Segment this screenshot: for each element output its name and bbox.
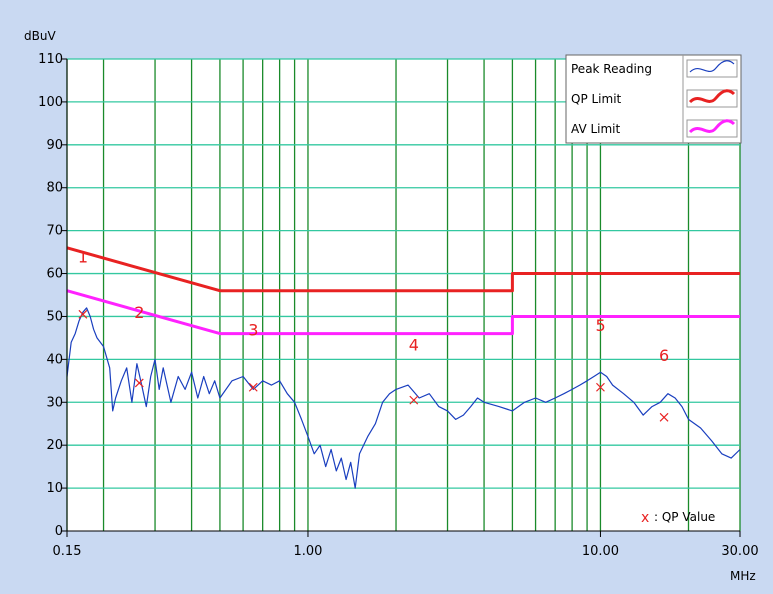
qp-marker-text: : QP Value <box>654 510 715 524</box>
qp-value-marker <box>248 382 258 392</box>
qp-markers: 1 2 3 4 5 6 <box>78 247 669 422</box>
qp-value-marker <box>596 382 605 392</box>
legend-label: Peak Reading <box>571 62 652 76</box>
y-tick-label: 10 <box>46 481 63 496</box>
legend: Peak Reading QP Limit AV Limit <box>565 54 742 144</box>
axes: 0 10 20 30 40 50 60 70 80 90 100 110 0.15 1.00 10.00 30… <box>38 52 758 559</box>
legend-label: QP Limit <box>571 92 622 106</box>
qp-marker-label: 5 <box>595 316 605 335</box>
qp-marker-label: 2 <box>134 303 144 322</box>
y-tick-label: 110 <box>38 52 63 67</box>
qp-value-marker <box>78 309 88 319</box>
legend-label: AV Limit <box>571 122 621 136</box>
y-tick-label: 20 <box>46 438 63 453</box>
qp-marker-label: 1 <box>78 247 88 266</box>
vertical-gridlines <box>66 59 741 531</box>
qp-limit-line <box>66 246 740 293</box>
legend-swatch-line <box>688 89 736 104</box>
qp-value-marker <box>659 412 669 422</box>
qp-marker-label: 4 <box>409 335 419 354</box>
qp-marker-label: 3 <box>248 320 258 339</box>
legend-swatch-box <box>686 59 738 78</box>
y-tick-label: 30 <box>46 395 63 410</box>
x-tick-label: 30.00 <box>721 544 758 559</box>
legend-swatch-line <box>689 60 735 73</box>
qp-value-note: x : QP Value <box>641 510 715 526</box>
qp-marker-symbol: x <box>641 510 649 526</box>
y-tick-label: 90 <box>46 138 63 153</box>
y-tick-label: 60 <box>46 267 63 282</box>
y-tick-label: 40 <box>46 352 63 367</box>
peak-reading-line <box>66 307 741 489</box>
y-tick-label: 50 <box>46 309 63 324</box>
y-tick-label: 100 <box>38 95 63 110</box>
av-limit-line <box>66 289 740 336</box>
legend-swatch-box <box>686 89 738 108</box>
y-tick-label: 0 <box>55 524 63 539</box>
series-layer <box>66 246 741 489</box>
y-axis-label: dBuV <box>24 29 56 43</box>
legend-swatch-line <box>688 119 736 134</box>
qp-value-marker <box>134 378 144 388</box>
y-tick-label: 80 <box>46 181 63 196</box>
y-tick-label: 70 <box>46 224 63 239</box>
x-tick-label: 10.00 <box>582 544 619 559</box>
x-axis-label: MHz <box>730 569 756 583</box>
qp-marker-label: 6 <box>659 346 669 365</box>
x-tick-label: 0.15 <box>53 544 82 559</box>
legend-swatch-box <box>686 119 738 138</box>
qp-value-marker <box>409 395 419 405</box>
x-tick-label: 1.00 <box>293 544 322 559</box>
